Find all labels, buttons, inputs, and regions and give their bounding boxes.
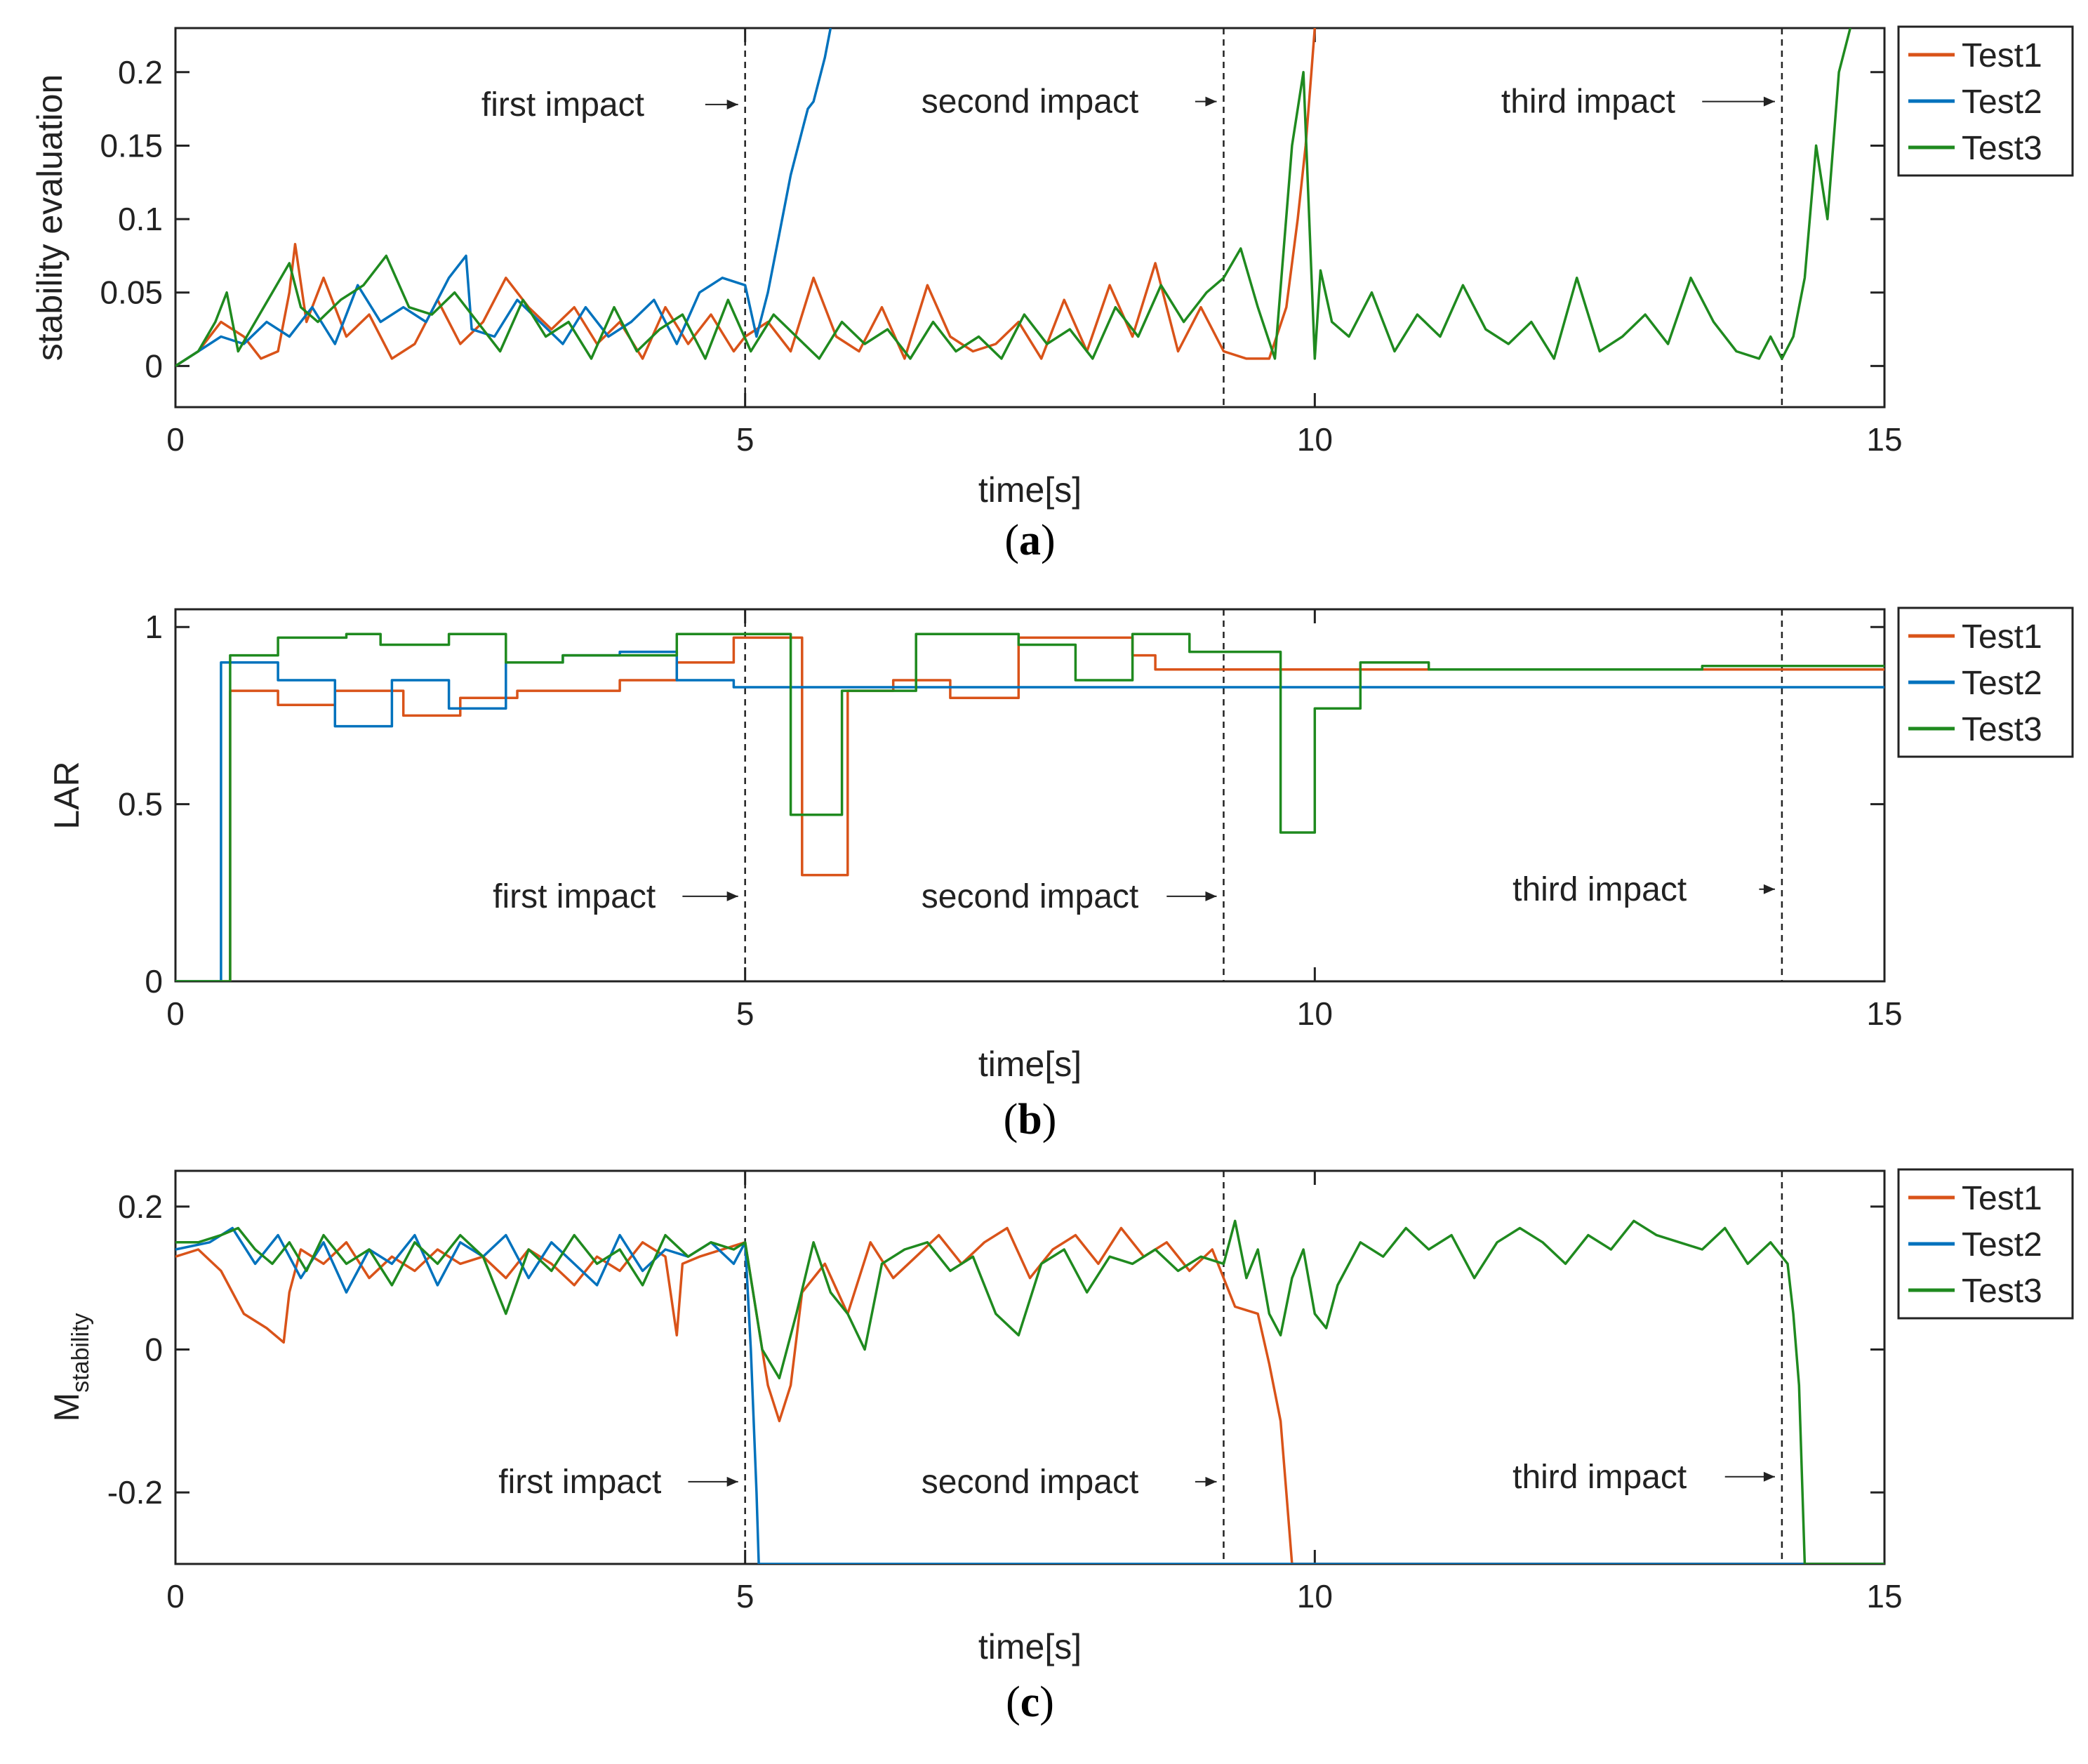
legend-label: Test2 <box>1962 665 2042 702</box>
impact-label: second impact <box>922 878 1139 915</box>
y-axis-label: LAR <box>47 761 86 829</box>
legend-label: Test1 <box>1962 1180 2042 1217</box>
caption-paren-close: ) <box>1041 517 1056 564</box>
impact-arrowhead <box>1205 1476 1217 1487</box>
impact-label: first impact <box>493 878 656 915</box>
y-tick-label: 0 <box>145 1332 163 1368</box>
impact-arrowhead <box>1763 1471 1775 1482</box>
legend-label: Test2 <box>1962 84 2042 121</box>
panel-a: 0 5 10 15 0 0.05 0.1 0.15 0.2 time[s] stability ev… <box>30 25 2074 564</box>
caption-letter: a <box>1019 517 1041 564</box>
y-tick-label: 0.05 <box>100 274 163 311</box>
y-tick-label: 0 <box>145 347 163 384</box>
y-axis-label: Mstability <box>47 1313 94 1421</box>
legend-box <box>1897 1168 2074 1320</box>
y-axis-label-main: M <box>47 1393 86 1422</box>
x-tick-label: 5 <box>736 995 754 1032</box>
legend: Test1 Test2 Test3 <box>1897 25 2074 177</box>
impact-label: first impact <box>498 1464 661 1501</box>
x-tick-label: 15 <box>1866 995 1902 1032</box>
impact-arrowhead <box>726 1476 738 1487</box>
series-line-test3 <box>175 632 1884 981</box>
x-tick-label: 10 <box>1297 421 1333 458</box>
impact-label: third impact <box>1512 871 1687 908</box>
y-tick-label: 1 <box>145 609 163 645</box>
series-line-test2 <box>175 1226 1884 1564</box>
y-tick-label: -0.2 <box>107 1474 163 1511</box>
x-tick-label: 10 <box>1297 1578 1333 1614</box>
series-group <box>175 28 1851 367</box>
x-axis-label: time[s] <box>978 1045 1082 1084</box>
y-tick-label: 0 <box>145 963 163 1000</box>
impact-label: third impact <box>1512 1459 1687 1496</box>
caption-letter: b <box>1018 1096 1042 1143</box>
legend-label: Test3 <box>1962 1273 2042 1310</box>
x-tick-label: 5 <box>736 1578 754 1614</box>
series-line-test3 <box>175 28 1851 367</box>
legend-label: Test3 <box>1962 711 2042 748</box>
legend-label: Test2 <box>1962 1226 2042 1264</box>
y-tick-label: 0.2 <box>118 1188 163 1225</box>
x-tick-label: 0 <box>166 421 185 458</box>
impact-arrowhead <box>1763 96 1775 107</box>
impact-arrowhead <box>726 891 738 901</box>
impact-arrowhead <box>726 99 738 110</box>
y-tick-label: 0.5 <box>118 786 163 823</box>
x-tick-label: 5 <box>736 421 754 458</box>
y-tick-label: 0.1 <box>118 201 163 237</box>
caption-paren-close: ) <box>1042 1096 1057 1143</box>
x-tick-label: 0 <box>166 1578 185 1614</box>
series-group <box>175 1219 1884 1564</box>
series-group <box>175 632 1884 981</box>
impact-label: second impact <box>922 84 1139 121</box>
impact-label: first impact <box>481 86 644 124</box>
caption-paren-open: ( <box>1004 1096 1018 1143</box>
impact-arrowhead <box>1205 891 1217 901</box>
y-axis-label: stability evaluation <box>30 74 69 362</box>
x-axis-label: time[s] <box>978 470 1082 510</box>
caption-paren-open: ( <box>1006 1678 1020 1726</box>
y-axis-label-sub: stability <box>67 1313 94 1392</box>
x-tick-label: 10 <box>1297 995 1333 1032</box>
y-tick-label: 0.15 <box>100 127 163 164</box>
impact-label: third impact <box>1501 84 1675 121</box>
legend-label: Test3 <box>1962 130 2042 167</box>
panel-b: 0 5 10 15 0 0.5 1 time[s] LAR first impact second … <box>47 606 2074 1143</box>
legend-label: Test1 <box>1962 618 2042 656</box>
panel-c: 0 5 10 15 -0.2 0 0.2 time[s] Mstability first imp… <box>47 1168 2074 1726</box>
legend: Test1 Test2 Test3 <box>1897 1168 2074 1320</box>
panel-caption: (b) <box>1004 1096 1057 1143</box>
x-tick-label: 0 <box>166 995 185 1032</box>
series-line-test2 <box>175 650 1884 981</box>
impact-label: second impact <box>922 1464 1139 1501</box>
caption-paren-open: ( <box>1004 517 1019 564</box>
y-tick-label: 0.2 <box>118 54 163 91</box>
impact-arrowhead <box>1763 884 1775 894</box>
panel-caption: (c) <box>1006 1678 1054 1726</box>
x-axis-label: time[s] <box>978 1627 1082 1666</box>
x-tick-label: 15 <box>1866 1578 1902 1614</box>
panel-caption: (a) <box>1004 517 1055 564</box>
x-tick-label: 15 <box>1866 421 1902 458</box>
series-line-test3 <box>175 1219 1884 1564</box>
plot-area <box>174 608 1886 983</box>
caption-letter: c <box>1020 1678 1040 1726</box>
impact-arrowhead <box>1205 96 1217 107</box>
legend-label: Test1 <box>1962 37 2042 74</box>
legend: Test1 Test2 Test3 <box>1897 606 2074 758</box>
caption-paren-close: ) <box>1039 1678 1054 1726</box>
